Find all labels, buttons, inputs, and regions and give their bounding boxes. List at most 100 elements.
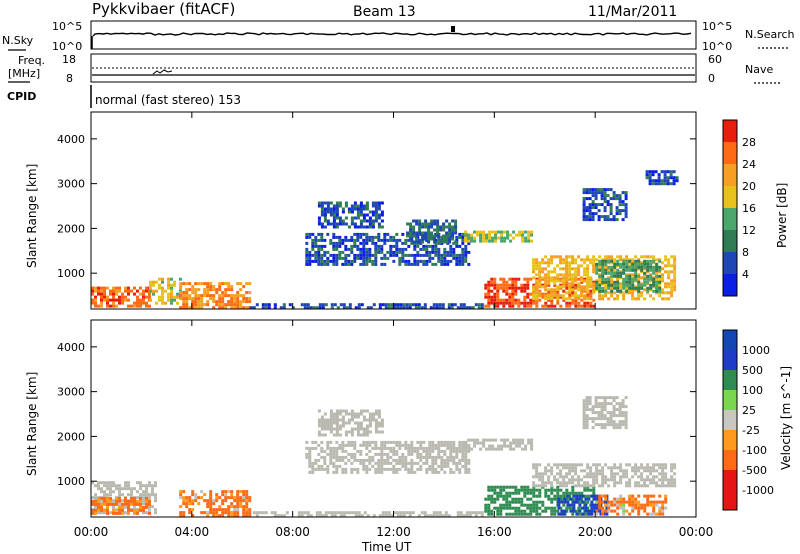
power-cell	[94, 304, 97, 308]
velocity-cell	[562, 463, 566, 467]
power-cell	[230, 297, 234, 301]
velocity-cell	[559, 472, 563, 476]
velocity-cell	[206, 514, 210, 518]
power-cell	[454, 225, 458, 229]
velocity-cell	[185, 505, 189, 509]
velocity-cell	[118, 502, 121, 506]
velocity-cell	[535, 488, 539, 492]
power-cell	[200, 282, 204, 286]
velocity-cell	[571, 491, 575, 495]
velocity-cell	[491, 447, 495, 451]
velocity-cell	[612, 426, 616, 430]
power-cell	[371, 210, 375, 214]
power-cell	[619, 282, 623, 286]
velocity-cell	[303, 511, 307, 515]
power-cell	[443, 256, 447, 260]
velocity-cell	[530, 447, 534, 451]
power-cell	[613, 286, 617, 290]
velocity-cell	[514, 512, 518, 516]
power-cell	[461, 256, 465, 260]
velocity-cell	[449, 455, 453, 459]
velocity-cell	[139, 481, 142, 485]
velocity-cell	[603, 423, 607, 427]
velocity-cell	[458, 458, 462, 462]
power-cell	[646, 286, 650, 290]
velocity-cell	[320, 418, 324, 422]
velocity-cell	[109, 496, 112, 500]
power-cell	[359, 253, 363, 257]
power-cell	[461, 259, 465, 263]
velocity-cell	[203, 511, 207, 515]
velocity-cell	[130, 499, 133, 503]
velocity-cell	[461, 443, 465, 447]
velocity-cell	[502, 485, 506, 489]
power-cell	[326, 210, 330, 214]
velocity-cell	[368, 415, 372, 419]
velocity-cell	[305, 440, 309, 444]
power-cell	[407, 253, 411, 257]
plot-title: Pykkvibaer (fitACF)	[92, 0, 235, 18]
velocity-cell	[550, 512, 554, 516]
velocity-cell	[547, 506, 551, 510]
power-cell	[550, 291, 554, 295]
velocity-cell	[455, 446, 459, 450]
power-cell	[538, 294, 542, 298]
velocity-cell	[191, 508, 195, 512]
velocity-cell	[619, 481, 623, 485]
power-cell	[392, 244, 396, 248]
power-cell	[568, 261, 572, 265]
power-cell	[601, 265, 605, 269]
velocity-cell	[230, 493, 234, 497]
velocity-cell	[91, 496, 94, 500]
power-cell	[529, 298, 533, 302]
power-cell	[502, 280, 506, 284]
power-cell	[532, 258, 536, 262]
power-cell	[341, 219, 345, 223]
power-cell	[106, 286, 109, 290]
velocity-cell	[154, 493, 157, 497]
velocity-cell	[434, 467, 438, 471]
power-cell	[194, 297, 198, 301]
velocity-cell	[347, 418, 351, 422]
velocity-cell	[591, 411, 595, 415]
noise-spike	[451, 26, 455, 32]
power-cell	[356, 216, 360, 220]
velocity-cell	[365, 433, 369, 437]
velocity-cell	[109, 490, 112, 494]
velocity-cell	[559, 506, 563, 510]
velocity-cell	[94, 496, 97, 500]
velocity-cell	[618, 426, 622, 430]
velocity-cell	[407, 443, 411, 447]
power-cell	[673, 270, 677, 274]
power-cell	[158, 286, 161, 290]
velocity-cell	[332, 427, 336, 431]
velocity-cell	[591, 417, 595, 421]
velocity-cell	[598, 472, 602, 476]
velocity-cell	[335, 433, 339, 437]
power-cell	[503, 230, 507, 234]
power-cell	[320, 204, 324, 208]
velocity-cell	[604, 503, 608, 507]
power-cell	[544, 292, 548, 296]
velocity-cell	[585, 420, 589, 424]
power-cell	[365, 232, 369, 236]
power-cell	[365, 201, 369, 205]
power-cell	[121, 301, 124, 305]
power-cell	[436, 234, 440, 238]
power-cell	[601, 289, 605, 293]
power-cell	[423, 303, 427, 307]
velocity-cell	[109, 481, 112, 485]
velocity-cell	[320, 424, 324, 428]
velocity-cell	[550, 484, 554, 488]
velocity-cell	[97, 511, 100, 515]
power-cell	[467, 262, 471, 266]
power-cell	[598, 279, 602, 283]
power-cell	[121, 292, 124, 296]
velocity-cell	[600, 426, 604, 430]
power-cell	[227, 282, 231, 286]
power-cell	[167, 295, 170, 299]
velocity-cell	[547, 497, 551, 501]
velocity-cell	[655, 463, 659, 467]
power-cell	[544, 301, 548, 305]
velocity-cell	[428, 464, 432, 468]
